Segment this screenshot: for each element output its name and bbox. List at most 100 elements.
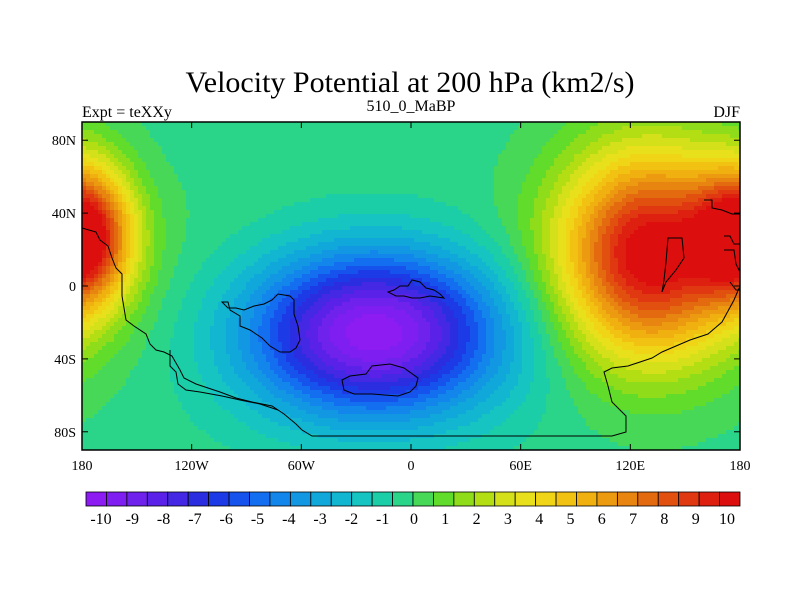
heat-cell: [526, 174, 531, 179]
heat-cell: [606, 210, 611, 215]
heat-cell: [210, 126, 215, 131]
heat-cell: [698, 210, 703, 215]
heat-cell: [350, 158, 355, 163]
heat-cell: [218, 158, 223, 163]
heat-cell: [698, 230, 703, 235]
heat-cell: [598, 146, 603, 151]
heat-cell: [346, 210, 351, 215]
heat-cell: [246, 174, 251, 179]
heat-cell: [646, 134, 651, 139]
heat-cell: [650, 122, 655, 127]
heat-cell: [690, 218, 695, 223]
heat-cell: [614, 178, 619, 183]
heat-cell: [498, 230, 503, 235]
heat-cell: [478, 218, 483, 223]
heat-cell: [554, 134, 559, 139]
heat-cell: [194, 182, 199, 187]
heat-cell: [590, 130, 595, 135]
heat-cell: [110, 190, 115, 195]
heat-cell: [378, 230, 383, 235]
heat-cell: [310, 226, 315, 231]
heat-cell: [214, 174, 219, 179]
heat-cell: [718, 122, 723, 127]
heat-cell: [710, 158, 715, 163]
heat-cell: [726, 182, 731, 187]
heat-cell: [178, 178, 183, 183]
heat-cell: [682, 194, 687, 199]
heat-cell: [486, 142, 491, 147]
heat-cell: [694, 150, 699, 155]
heat-cell: [702, 214, 707, 219]
heat-cell: [370, 158, 375, 163]
heat-cell: [474, 142, 479, 147]
heat-cell: [186, 222, 191, 227]
heat-cell: [690, 182, 695, 187]
heat-cell: [446, 178, 451, 183]
heat-cell: [462, 210, 467, 215]
heat-cell: [390, 166, 395, 171]
heat-cell: [486, 138, 491, 143]
heat-cell: [738, 210, 740, 215]
heat-cell: [570, 206, 575, 211]
heat-cell: [378, 138, 383, 143]
heat-cell: [98, 178, 103, 183]
heat-cell: [550, 190, 555, 195]
heat-cell: [110, 158, 115, 163]
heat-cell: [146, 190, 151, 195]
heat-cell: [718, 142, 723, 147]
heat-cell: [450, 126, 455, 131]
heat-cell: [178, 190, 183, 195]
heat-cell: [306, 178, 311, 183]
heat-cell: [166, 150, 171, 155]
heat-cell: [662, 130, 667, 135]
heat-cell: [634, 198, 639, 203]
heat-cell: [90, 234, 95, 239]
heat-cell: [270, 126, 275, 131]
heat-cell: [142, 190, 147, 195]
heat-cell: [282, 218, 287, 223]
heat-cell: [462, 166, 467, 171]
heat-cell: [350, 202, 355, 207]
heat-cell: [178, 154, 183, 159]
heat-cell: [162, 178, 167, 183]
heat-cell: [198, 174, 203, 179]
heat-cell: [510, 194, 515, 199]
heat-cell: [90, 222, 95, 227]
heat-cell: [394, 218, 399, 223]
heat-cell: [594, 226, 599, 231]
heat-cell: [446, 238, 451, 243]
heat-cell: [646, 174, 651, 179]
heat-cell: [406, 218, 411, 223]
heat-cell: [714, 130, 719, 135]
heat-cell: [282, 210, 287, 215]
heat-cell: [318, 174, 323, 179]
heat-cell: [422, 214, 427, 219]
heat-cell: [326, 198, 331, 203]
heat-cell: [286, 206, 291, 211]
heat-cell: [542, 234, 547, 239]
heat-cell: [630, 206, 635, 211]
heat-cell: [566, 218, 571, 223]
heat-cell: [526, 138, 531, 143]
heat-cell: [122, 138, 127, 143]
heat-cell: [726, 186, 731, 191]
heat-cell: [150, 178, 155, 183]
heat-cell: [486, 234, 491, 239]
heat-cell: [410, 126, 415, 131]
heat-cell: [586, 234, 591, 239]
heat-cell: [470, 238, 475, 243]
heat-cell: [354, 150, 359, 155]
heat-cell: [510, 174, 515, 179]
heat-cell: [326, 158, 331, 163]
heat-cell: [642, 226, 647, 231]
heat-cell: [534, 150, 539, 155]
heat-cell: [642, 194, 647, 199]
heat-cell: [498, 158, 503, 163]
heat-cell: [174, 210, 179, 215]
heat-cell: [342, 218, 347, 223]
heat-cell: [366, 154, 371, 159]
heat-cell: [122, 162, 127, 167]
heat-cell: [522, 206, 527, 211]
heat-cell: [550, 150, 555, 155]
heat-cell: [462, 162, 467, 167]
